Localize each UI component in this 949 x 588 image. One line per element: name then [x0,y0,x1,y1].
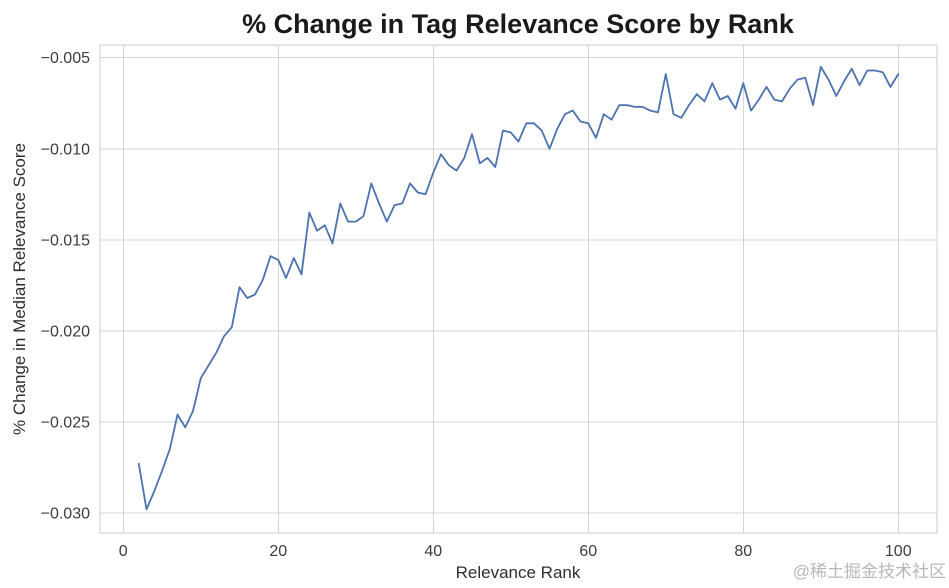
tick-layer: 0 20 40 60 80 100 −0.005 −0.010 −0.015 −0.020 −0.0… [41,50,912,560]
x-tick-label: 100 [885,543,912,560]
y-tick-label: −0.025 [41,414,90,431]
plot-border [99,44,938,534]
y-tick-label: −0.030 [41,505,90,522]
series-line [137,66,900,511]
x-tick-label: 20 [269,543,287,560]
y-tick-label: −0.010 [41,141,90,158]
y-axis-label: % Change in Median Relevance Score [10,143,29,435]
chart-title: % Change in Tag Relevance Score by Rank [242,9,795,39]
y-tick-label: −0.015 [41,232,90,249]
x-tick-label: 80 [734,543,752,560]
x-tick-label: 40 [424,543,442,560]
y-tick-label: −0.020 [41,323,90,340]
x-axis-label: Relevance Rank [456,563,581,582]
x-tick-label: 60 [579,543,597,560]
watermark: @稀土掘金技术社区 [793,562,946,581]
grid-layer [100,45,937,533]
y-tick-label: −0.005 [41,50,90,67]
x-tick-label: 0 [119,543,128,560]
